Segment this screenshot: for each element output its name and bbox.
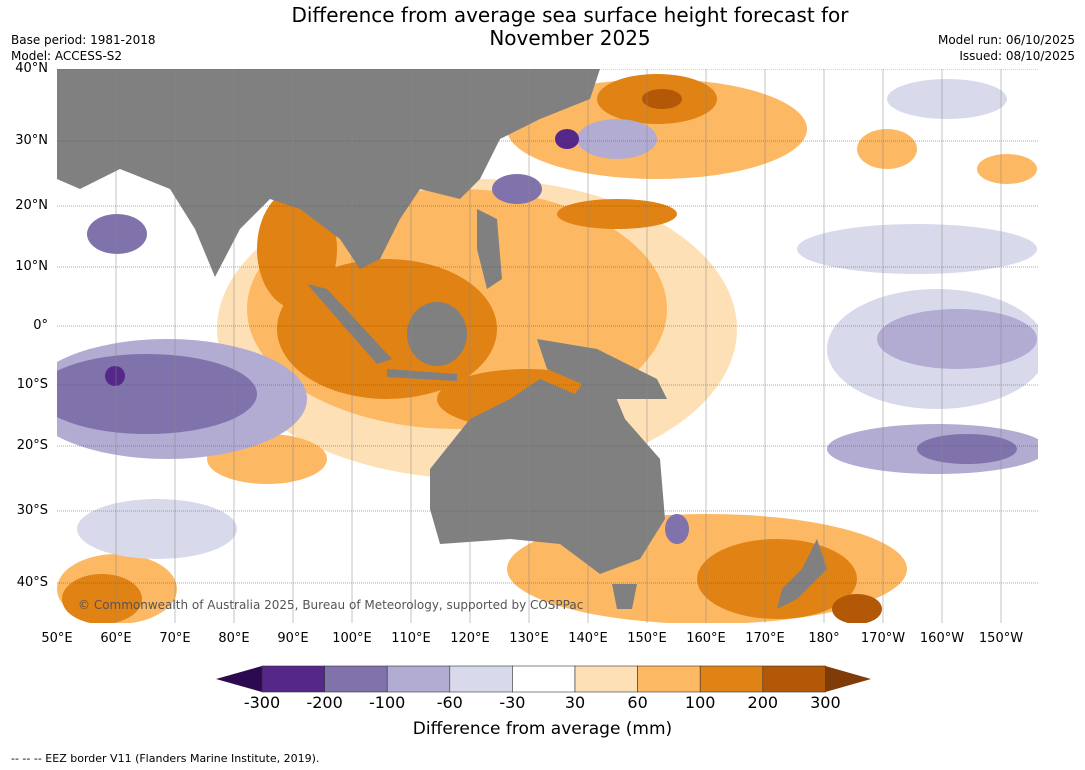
colorbar-tick-label: -200 xyxy=(306,693,343,712)
title-line-1: Difference from average sea surface heig… xyxy=(291,3,849,27)
lon-label: 120°E xyxy=(450,631,490,646)
sumatra xyxy=(307,284,392,364)
colorbar-max-extend xyxy=(825,666,871,692)
lon-label: 80°E xyxy=(218,631,250,646)
colorbar-segment xyxy=(261,665,325,693)
colorbar-tick-label: 30 xyxy=(564,693,586,712)
colorbar-segment xyxy=(449,665,513,693)
borneo xyxy=(407,302,467,366)
negative-anomaly-regions xyxy=(57,79,1038,559)
lon-label: 110°E xyxy=(391,631,431,646)
colorbar-tick-label: 200 xyxy=(747,693,779,712)
lat-label: 10°N xyxy=(15,259,48,274)
lon-label: 150°E xyxy=(627,631,667,646)
lat-label: 40°S xyxy=(16,575,48,590)
new-zealand xyxy=(777,539,827,609)
colorbar-min-extend xyxy=(216,666,262,692)
new-guinea xyxy=(537,339,667,399)
philippines xyxy=(477,209,502,289)
colorbar-segment xyxy=(386,665,451,693)
colorbar-tick-label: -100 xyxy=(369,693,406,712)
colorbar-tick-label: 100 xyxy=(684,693,716,712)
lat-label: 40°N xyxy=(15,61,48,76)
colorbar-segment xyxy=(762,665,826,693)
lon-label: 60°E xyxy=(100,631,132,646)
lon-label: 160°W xyxy=(919,631,965,646)
lon-label: 100°E xyxy=(332,631,372,646)
lon-label: 70°E xyxy=(159,631,191,646)
eez-legend: -- -- -- EEZ border V11 (Flanders Marine… xyxy=(11,752,320,765)
colorbar-tick-label: -30 xyxy=(499,693,526,712)
java xyxy=(387,369,457,381)
colorbar-segment xyxy=(699,665,764,693)
lon-label: 150°W xyxy=(978,631,1024,646)
lat-label: 0° xyxy=(33,318,48,333)
base-period: Base period: 1981-2018 xyxy=(11,33,156,47)
lon-label: 140°E xyxy=(568,631,608,646)
lat-label: 20°S xyxy=(16,438,48,453)
lon-label: 170°E xyxy=(745,631,785,646)
graticule xyxy=(57,69,1038,584)
land-masses xyxy=(57,69,827,609)
colorbar-segment xyxy=(574,665,638,693)
colorbar-tick-label: -300 xyxy=(243,693,281,712)
colorbar xyxy=(216,665,871,693)
title-line-2: November 2025 xyxy=(489,26,651,50)
lat-label: 30°N xyxy=(15,133,48,148)
colorbar-title: Difference from average (mm) xyxy=(412,719,673,739)
tasmania xyxy=(612,584,637,609)
lon-label: 160°E xyxy=(686,631,726,646)
colorbar-segment xyxy=(324,665,388,693)
colorbar-tick-label: -60 xyxy=(436,693,463,712)
issued-date: Issued: 08/10/2025 xyxy=(959,49,1075,63)
model-run: Model run: 06/10/2025 xyxy=(937,33,1075,47)
asia-landmass xyxy=(57,69,600,277)
colorbar-segment xyxy=(637,665,701,693)
lon-label: 170°W xyxy=(860,631,906,646)
lat-label: 30°S xyxy=(16,503,48,518)
map-title: Difference from average sea surface heig… xyxy=(220,4,920,50)
copyright-notice: © Commonwealth of Australia 2025, Bureau… xyxy=(78,598,584,612)
lon-label: 130°E xyxy=(509,631,549,646)
lat-label: 20°N xyxy=(15,198,48,213)
meridians xyxy=(115,69,1002,623)
colorbar-segment xyxy=(512,665,576,693)
colorbar-tick-label: 300 xyxy=(810,693,841,712)
lat-label: 10°S xyxy=(16,377,48,392)
model-name: Model: ACCESS-S2 xyxy=(11,49,123,63)
lon-label: 50°E xyxy=(41,631,73,646)
lon-label: 180° xyxy=(808,631,840,646)
sea-surface-height-map xyxy=(57,69,1038,623)
lon-label: 90°E xyxy=(277,631,309,646)
australia-landmass xyxy=(430,359,665,574)
colorbar-tick-label: 60 xyxy=(627,693,648,712)
